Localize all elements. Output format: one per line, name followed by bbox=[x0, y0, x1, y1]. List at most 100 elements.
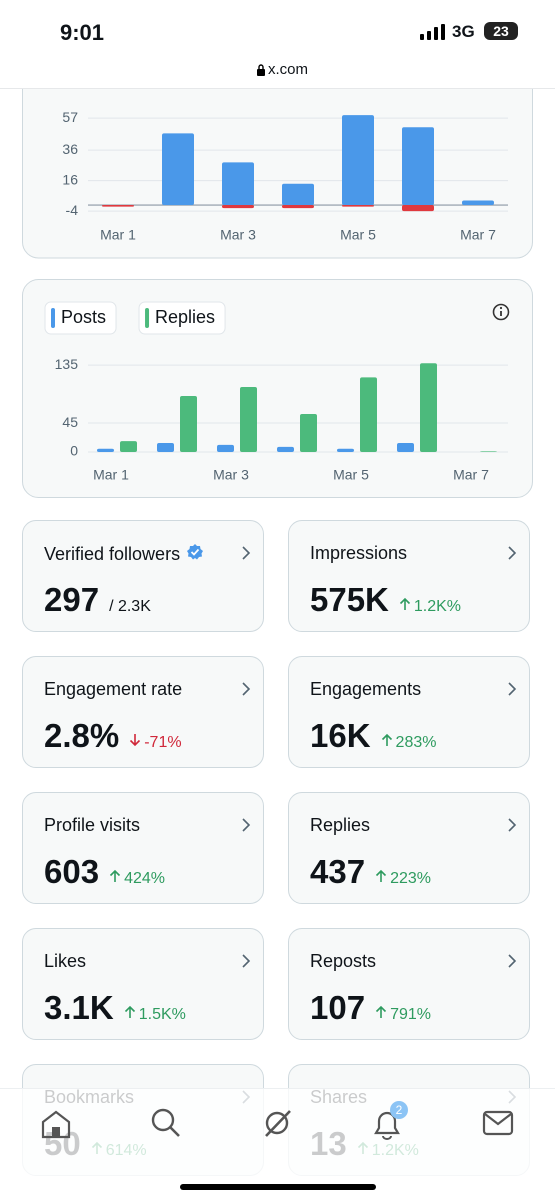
y-tick-label: -4 bbox=[66, 202, 79, 218]
card-value-row: 437 223% bbox=[310, 853, 431, 891]
card-title-text: Engagement rate bbox=[44, 679, 183, 699]
bar bbox=[337, 448, 354, 452]
search-icon[interactable] bbox=[150, 1107, 182, 1139]
trend-arrow bbox=[381, 733, 393, 752]
card-title: Replies bbox=[310, 815, 370, 836]
bar bbox=[462, 200, 494, 206]
stat-card[interactable]: Likes 3.1K 1.5K% bbox=[22, 928, 264, 1040]
card-value-row: 3.1K 1.5K% bbox=[44, 989, 186, 1027]
chevron bbox=[507, 545, 517, 566]
card-value: 16K bbox=[310, 717, 371, 754]
card-value: 575K bbox=[310, 581, 389, 618]
bar bbox=[342, 115, 374, 206]
y-tick-label: 16 bbox=[62, 171, 78, 187]
trend-arrow bbox=[375, 869, 387, 888]
trend-arrow bbox=[399, 597, 411, 616]
card-change-text: -71% bbox=[144, 733, 182, 751]
legend-label: Replies bbox=[155, 307, 215, 327]
notification-badge: 2 bbox=[390, 1101, 408, 1119]
chevron bbox=[507, 953, 517, 974]
bar bbox=[120, 441, 137, 452]
verified-badge bbox=[186, 543, 204, 566]
stat-card[interactable]: Engagements 16K 283% bbox=[288, 656, 530, 768]
stat-card[interactable]: Reposts 107 791% bbox=[288, 928, 530, 1040]
legend-box bbox=[138, 301, 226, 335]
trend-arrow bbox=[109, 869, 121, 888]
bar bbox=[282, 183, 314, 206]
home-indicator bbox=[180, 1184, 376, 1190]
card-value-row: 603 424% bbox=[44, 853, 165, 891]
stat-card[interactable]: Replies 437 223% bbox=[288, 792, 530, 904]
chevron bbox=[241, 681, 251, 702]
card-title-text: Likes bbox=[44, 951, 87, 971]
bar bbox=[162, 133, 194, 206]
card-change: 283% bbox=[381, 733, 437, 752]
grok-icon[interactable] bbox=[262, 1108, 294, 1140]
x-tick-label: Mar 5 bbox=[333, 467, 369, 483]
card-title: Engagement rate bbox=[44, 679, 182, 700]
card-change: 424% bbox=[109, 869, 165, 888]
card-title: Likes bbox=[44, 951, 86, 972]
legend-swatch bbox=[145, 308, 150, 328]
card-value-row: 16K 283% bbox=[310, 717, 436, 755]
messages-icon[interactable] bbox=[482, 1109, 516, 1137]
notifications-icon[interactable] bbox=[370, 1107, 404, 1141]
bar bbox=[222, 162, 254, 206]
card-title: Profile visits bbox=[44, 815, 140, 836]
trend-arrow bbox=[124, 1005, 136, 1024]
card-change-text: 1.2K% bbox=[413, 597, 462, 615]
card-value: 3.1K bbox=[44, 989, 114, 1026]
card-change-text: 283% bbox=[395, 733, 437, 751]
bar bbox=[97, 448, 114, 452]
stat-card[interactable]: Verified followers 297 / 2.3K bbox=[22, 520, 264, 632]
bar bbox=[222, 205, 254, 209]
chevron bbox=[241, 545, 251, 566]
y-tick-label: 36 bbox=[62, 141, 78, 157]
x-tick-label: Mar 7 bbox=[460, 227, 496, 243]
legend-label: Posts bbox=[61, 307, 106, 327]
card-title-text: Reposts bbox=[310, 951, 377, 971]
card-title-text: Verified followers bbox=[44, 544, 181, 564]
card-value-row: 297 / 2.3K bbox=[44, 581, 151, 619]
card-change-text: 791% bbox=[390, 1005, 431, 1023]
card-change: 791% bbox=[375, 1005, 431, 1024]
card-title: Verified followers bbox=[44, 543, 204, 566]
card-change: 223% bbox=[375, 869, 431, 888]
bar bbox=[480, 451, 497, 452]
card-change: 1.5K% bbox=[124, 1005, 186, 1024]
bar bbox=[360, 377, 377, 452]
info-icon[interactable] bbox=[492, 303, 510, 321]
home-icon[interactable] bbox=[40, 1109, 72, 1139]
card-change: 1.2K% bbox=[399, 597, 461, 616]
card-value: 107 bbox=[310, 989, 366, 1026]
network: 3G bbox=[452, 22, 475, 41]
stat-card[interactable]: Impressions 575K 1.2K% bbox=[288, 520, 530, 632]
trend-arrow bbox=[375, 1005, 387, 1024]
bar bbox=[420, 363, 437, 452]
card-change-text: 223% bbox=[390, 869, 431, 887]
card-title: Impressions bbox=[310, 543, 407, 564]
trend-arrow bbox=[129, 733, 141, 752]
card-title: Engagements bbox=[310, 679, 421, 700]
stat-card[interactable]: Engagement rate 2.8% -71% bbox=[22, 656, 264, 768]
y-tick-label: 45 bbox=[62, 414, 78, 430]
url[interactable]: x.com bbox=[268, 61, 309, 78]
bar bbox=[240, 387, 257, 452]
bar bbox=[342, 205, 374, 207]
card-value: 2.8% bbox=[44, 717, 120, 754]
legend-item: Replies bbox=[138, 301, 226, 335]
card-value: 603 bbox=[44, 853, 100, 890]
bar bbox=[402, 205, 434, 212]
card-title: Reposts bbox=[310, 951, 376, 972]
chevron bbox=[241, 817, 251, 838]
time: 9:01 bbox=[60, 20, 105, 45]
battery: 23 bbox=[484, 22, 518, 40]
x-tick-label: Mar 7 bbox=[453, 467, 489, 483]
stat-card[interactable]: Profile visits 603 424% bbox=[22, 792, 264, 904]
bottom-nav: 2 bbox=[0, 1088, 555, 1201]
x-tick-label: Mar 3 bbox=[213, 467, 249, 483]
y-tick-label: 57 bbox=[62, 109, 78, 125]
card-value: 297 bbox=[44, 581, 100, 618]
bar bbox=[217, 444, 234, 452]
